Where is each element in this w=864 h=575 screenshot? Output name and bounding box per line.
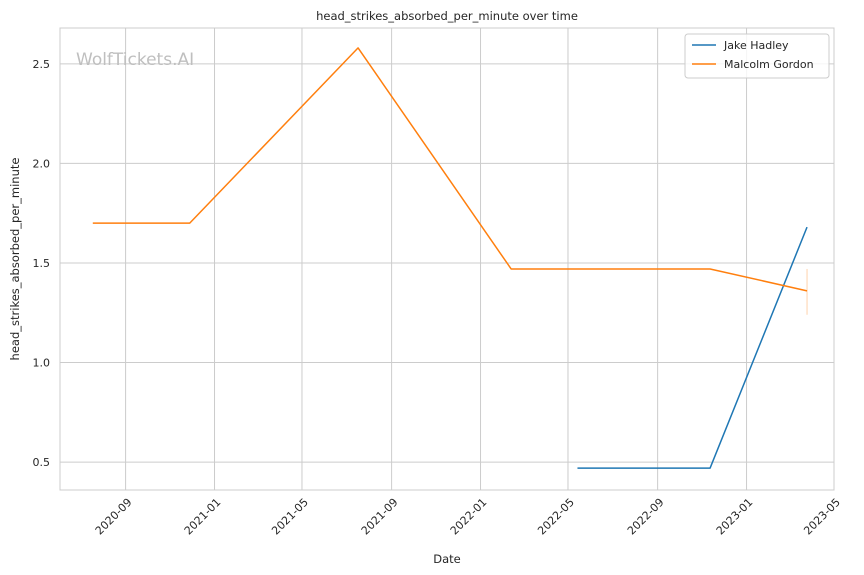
x-tick-label: 2021-09 <box>359 496 401 538</box>
x-tick-label: 2023-05 <box>801 496 843 538</box>
data-point-malcolm-gordon-5 <box>806 289 809 292</box>
series-layer <box>91 46 809 470</box>
data-point-malcolm-gordon-4 <box>709 267 712 270</box>
data-point-malcolm-gordon-3 <box>510 267 513 270</box>
series-line-malcolm-gordon <box>92 47 808 292</box>
data-point-jake-hadley-1 <box>709 467 712 470</box>
data-point-jake-hadley-2 <box>806 226 809 229</box>
x-tick-label: 2022-09 <box>625 496 667 538</box>
axes-frame <box>59 27 835 491</box>
data-point-malcolm-gordon-2 <box>357 46 360 49</box>
x-axis-label: Date <box>433 552 461 566</box>
x-tick-label: 2022-01 <box>448 496 490 538</box>
data-point-malcolm-gordon-1 <box>188 222 191 225</box>
tick-labels: 2020-09 2021-01 2021-05 2021-09 2022-01 2022-… <box>33 58 843 538</box>
x-tick-label: 2023-01 <box>714 496 756 538</box>
grid <box>60 28 835 490</box>
y-tick-label: 1.0 <box>33 357 51 370</box>
watermark-text: WolfTickets.AI <box>76 50 194 70</box>
y-axis-label: head_strikes_absorbed_per_minute <box>8 158 22 361</box>
legend-label-jake-hadley: Jake Hadley <box>723 39 789 52</box>
data-point-jake-hadley-0 <box>576 467 579 470</box>
y-tick-label: 0.5 <box>33 456 51 469</box>
x-tick-label: 2020-09 <box>93 496 135 538</box>
legend-label-malcolm-gordon: Malcolm Gordon <box>724 58 814 71</box>
x-tick-label: 2021-05 <box>269 496 311 538</box>
legend: Jake Hadley Malcolm Gordon <box>684 33 830 79</box>
y-tick-label: 2.0 <box>33 157 51 170</box>
y-tick-label: 1.5 <box>33 257 51 270</box>
x-tick-label: 2021-01 <box>182 496 224 538</box>
data-point-malcolm-gordon-0 <box>91 222 94 225</box>
chart-title: head_strikes_absorbed_per_minute over ti… <box>316 9 578 23</box>
legend-box <box>684 33 830 79</box>
y-tick-label: 2.5 <box>33 58 51 71</box>
x-tick-label: 2022-05 <box>535 496 577 538</box>
series-line-jake-hadley <box>577 226 808 469</box>
